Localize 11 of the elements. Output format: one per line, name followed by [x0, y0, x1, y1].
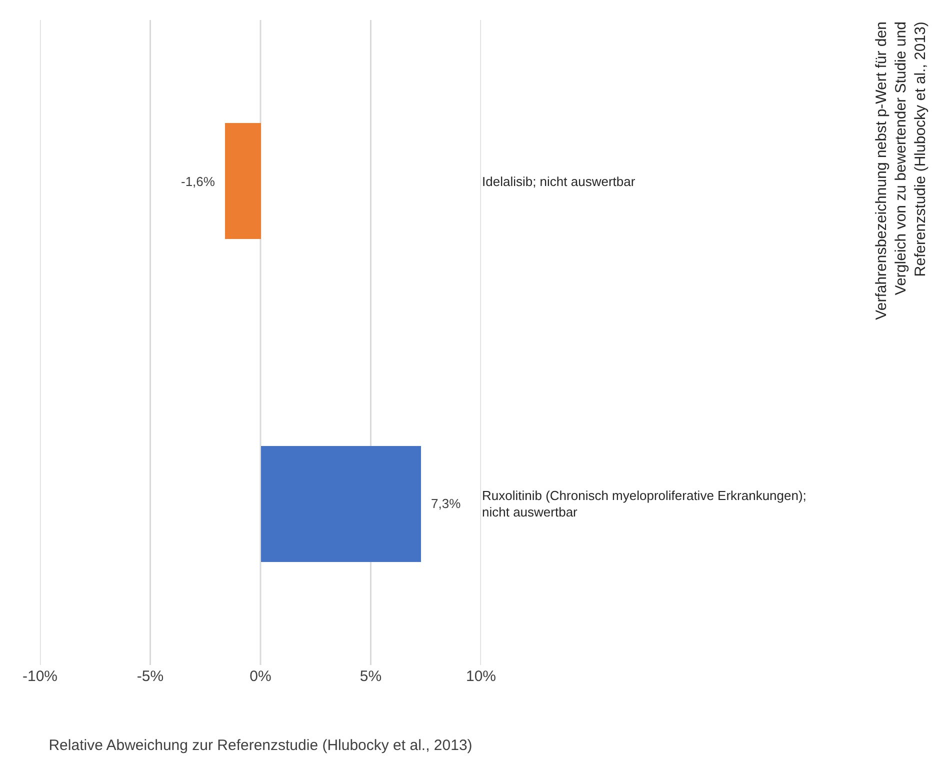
y-tick-label: Idelalisib; nicht auswertbar: [482, 174, 636, 189]
y-tick-label: Ruxolitinib (Chronisch myeloproliferative Erkrankungen); nicht auswertbar: [482, 488, 806, 520]
x-tick-label: -5%: [136, 668, 164, 685]
x-tick-label: 0%: [250, 668, 272, 685]
y-axis-title: Verfahrensbezeichnung nebst p-Wert für den Vergleich von zu bewertender Studie und Referenzstudie (Hlubocky et al., 2013): [872, 22, 929, 320]
data-label: -1,6%: [181, 174, 216, 189]
x-tick-label: 5%: [360, 668, 382, 685]
x-tick-label: 10%: [466, 668, 496, 685]
x-tick-label: -10%: [22, 668, 58, 685]
x-axis-title: Relative Abweichung zur Referenzstudie (Hlubocky et al., 2013): [48, 737, 472, 754]
data-label: 7,3%: [431, 496, 462, 511]
